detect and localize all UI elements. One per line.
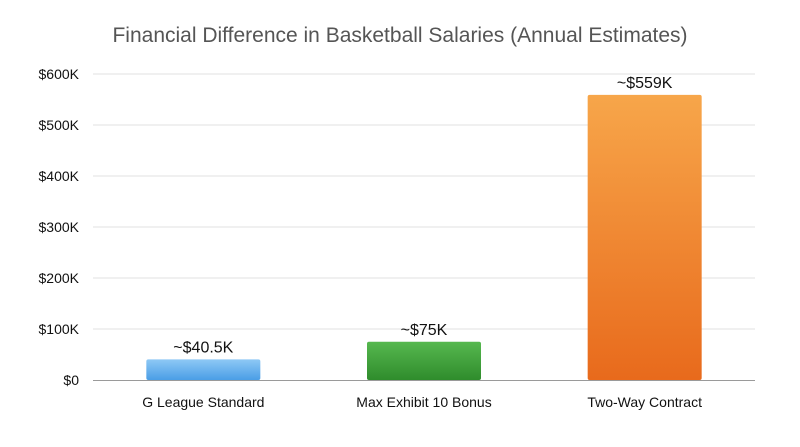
- bar-data-label: ~$75K: [401, 322, 448, 339]
- bar: [587, 94, 702, 380]
- bar-data-label: ~$559K: [617, 75, 673, 92]
- x-category-label: Max Exhibit 10 Bonus: [356, 394, 491, 410]
- bar: [146, 359, 261, 380]
- y-tick-label: $100K: [39, 321, 80, 337]
- y-axis-tick-labels: $0 $100K $200K $300K $400K $500K $600K: [39, 66, 80, 388]
- chart-title: Financial Difference in Basketball Salar…: [112, 24, 687, 47]
- x-category-label: Two-Way Contract: [587, 394, 702, 410]
- y-tick-label: $600K: [39, 66, 80, 82]
- y-tick-label: $500K: [39, 117, 80, 133]
- y-tick-label: $200K: [39, 270, 80, 286]
- y-tick-label: $300K: [39, 219, 80, 235]
- y-tick-label: $0: [63, 372, 79, 388]
- bars: [146, 94, 702, 380]
- bar: [367, 341, 481, 380]
- data-labels: ~$40.5K ~$75K ~$559K: [173, 75, 672, 356]
- x-axis-category-labels: G League Standard Max Exhibit 10 Bonus Two…: [142, 394, 702, 410]
- y-tick-label: $400K: [39, 168, 80, 184]
- bar-data-label: ~$40.5K: [173, 339, 233, 356]
- x-category-label: G League Standard: [142, 394, 264, 410]
